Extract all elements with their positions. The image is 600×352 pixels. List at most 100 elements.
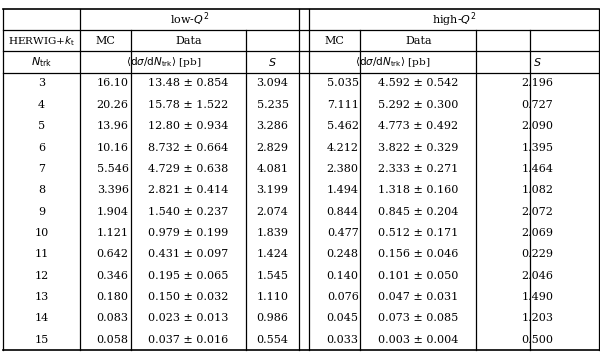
Text: 1.540 ± 0.237: 1.540 ± 0.237 (148, 207, 229, 216)
Text: 3.199: 3.199 (257, 185, 289, 195)
Text: 7: 7 (38, 164, 45, 174)
Text: 1.494: 1.494 (326, 185, 359, 195)
Text: 0.844: 0.844 (326, 207, 359, 216)
Text: 3.822 ± 0.329: 3.822 ± 0.329 (378, 143, 458, 152)
Text: 1.545: 1.545 (257, 271, 289, 281)
Text: 0.180: 0.180 (97, 292, 129, 302)
Text: 5.235: 5.235 (257, 100, 289, 110)
Text: 1.082: 1.082 (521, 185, 553, 195)
Text: HERWIG+$k_\mathrm{t}$: HERWIG+$k_\mathrm{t}$ (8, 34, 75, 48)
Text: 0.512 ± 0.171: 0.512 ± 0.171 (378, 228, 458, 238)
Text: 3.094: 3.094 (257, 78, 289, 88)
Text: MC: MC (325, 36, 344, 46)
Text: 2.380: 2.380 (326, 164, 359, 174)
Text: 1.490: 1.490 (521, 292, 553, 302)
Text: $S$: $S$ (268, 56, 277, 68)
Text: 0.045: 0.045 (326, 313, 359, 323)
Text: 20.26: 20.26 (97, 100, 129, 110)
Text: 1.464: 1.464 (521, 164, 553, 174)
Text: 13: 13 (35, 292, 49, 302)
Text: 0.003 ± 0.004: 0.003 ± 0.004 (378, 334, 458, 345)
Text: $S$: $S$ (533, 56, 542, 68)
Text: 3: 3 (38, 78, 45, 88)
Text: 11: 11 (35, 249, 49, 259)
Text: 8: 8 (38, 185, 45, 195)
Text: $\langle\mathrm{d}\sigma/\mathrm{d}N_\mathrm{trk}\rangle$ [pb]: $\langle\mathrm{d}\sigma/\mathrm{d}N_\ma… (355, 55, 430, 69)
Text: 0.156 ± 0.046: 0.156 ± 0.046 (378, 249, 458, 259)
Text: 0.248: 0.248 (326, 249, 359, 259)
Text: 1.904: 1.904 (97, 207, 129, 216)
Text: 0.150 ± 0.032: 0.150 ± 0.032 (148, 292, 229, 302)
Text: 0.140: 0.140 (326, 271, 359, 281)
Text: 0.073 ± 0.085: 0.073 ± 0.085 (378, 313, 458, 323)
Text: 0.047 ± 0.031: 0.047 ± 0.031 (378, 292, 458, 302)
Text: 0.033: 0.033 (326, 334, 359, 345)
Text: 10: 10 (35, 228, 49, 238)
Text: Data: Data (175, 36, 202, 46)
Text: 0.023 ± 0.013: 0.023 ± 0.013 (148, 313, 229, 323)
Text: 7.111: 7.111 (327, 100, 359, 110)
Text: 2.072: 2.072 (521, 207, 553, 216)
Text: 5.035: 5.035 (326, 78, 359, 88)
Text: low-$Q^2$: low-$Q^2$ (170, 11, 209, 28)
Text: 13.48 ± 0.854: 13.48 ± 0.854 (148, 78, 229, 88)
Text: 3.396: 3.396 (97, 185, 129, 195)
Text: $N_\mathrm{trk}$: $N_\mathrm{trk}$ (31, 55, 52, 69)
Text: Data: Data (405, 36, 431, 46)
Text: 2.046: 2.046 (521, 271, 553, 281)
Text: high-$Q^2$: high-$Q^2$ (431, 10, 476, 29)
Text: 0.477: 0.477 (327, 228, 359, 238)
Text: 10.16: 10.16 (97, 143, 129, 152)
Text: 1.424: 1.424 (257, 249, 289, 259)
Text: 1.110: 1.110 (257, 292, 289, 302)
Text: 4: 4 (38, 100, 45, 110)
Text: $\langle\mathrm{d}\sigma/\mathrm{d}N_\mathrm{trk}\rangle$ [pb]: $\langle\mathrm{d}\sigma/\mathrm{d}N_\ma… (125, 55, 201, 69)
Text: 5.546: 5.546 (97, 164, 129, 174)
Text: 4.773 ± 0.492: 4.773 ± 0.492 (378, 121, 458, 131)
Text: 0.431 ± 0.097: 0.431 ± 0.097 (148, 249, 229, 259)
Text: 0.500: 0.500 (521, 334, 553, 345)
Text: 4.729 ± 0.638: 4.729 ± 0.638 (148, 164, 229, 174)
Text: 5.292 ± 0.300: 5.292 ± 0.300 (378, 100, 458, 110)
Text: 14: 14 (35, 313, 49, 323)
Text: 4.212: 4.212 (326, 143, 359, 152)
Text: 2.829: 2.829 (257, 143, 289, 152)
Text: 12.80 ± 0.934: 12.80 ± 0.934 (148, 121, 229, 131)
Text: 1.121: 1.121 (97, 228, 129, 238)
Text: 8.732 ± 0.664: 8.732 ± 0.664 (148, 143, 229, 152)
Text: 2.333 ± 0.271: 2.333 ± 0.271 (378, 164, 458, 174)
Text: 2.821 ± 0.414: 2.821 ± 0.414 (148, 185, 229, 195)
Text: 9: 9 (38, 207, 45, 216)
Text: 2.196: 2.196 (521, 78, 553, 88)
Text: 0.076: 0.076 (327, 292, 359, 302)
Text: 0.101 ± 0.050: 0.101 ± 0.050 (378, 271, 458, 281)
Text: 0.037 ± 0.016: 0.037 ± 0.016 (148, 334, 229, 345)
Text: MC: MC (95, 36, 115, 46)
Text: 15: 15 (35, 334, 49, 345)
Text: 6: 6 (38, 143, 45, 152)
Text: 2.074: 2.074 (257, 207, 289, 216)
Text: 3.286: 3.286 (257, 121, 289, 131)
Text: 0.845 ± 0.204: 0.845 ± 0.204 (378, 207, 458, 216)
Text: 0.058: 0.058 (97, 334, 129, 345)
Text: 4.081: 4.081 (257, 164, 289, 174)
Text: 0.979 ± 0.199: 0.979 ± 0.199 (148, 228, 229, 238)
Text: 1.318 ± 0.160: 1.318 ± 0.160 (378, 185, 458, 195)
Text: 15.78 ± 1.522: 15.78 ± 1.522 (148, 100, 229, 110)
Text: 0.554: 0.554 (257, 334, 289, 345)
Text: 0.642: 0.642 (97, 249, 129, 259)
Text: 0.727: 0.727 (521, 100, 553, 110)
Text: 2.069: 2.069 (521, 228, 553, 238)
Text: 0.346: 0.346 (97, 271, 129, 281)
Text: 0.986: 0.986 (257, 313, 289, 323)
Text: 2.090: 2.090 (521, 121, 553, 131)
Text: 0.229: 0.229 (521, 249, 553, 259)
Text: 13.96: 13.96 (97, 121, 129, 131)
Text: 0.195 ± 0.065: 0.195 ± 0.065 (148, 271, 229, 281)
Text: 12: 12 (35, 271, 49, 281)
Text: 5: 5 (38, 121, 45, 131)
Text: 4.592 ± 0.542: 4.592 ± 0.542 (378, 78, 458, 88)
Text: 16.10: 16.10 (97, 78, 129, 88)
Text: 5.462: 5.462 (326, 121, 359, 131)
Text: 0.083: 0.083 (97, 313, 129, 323)
